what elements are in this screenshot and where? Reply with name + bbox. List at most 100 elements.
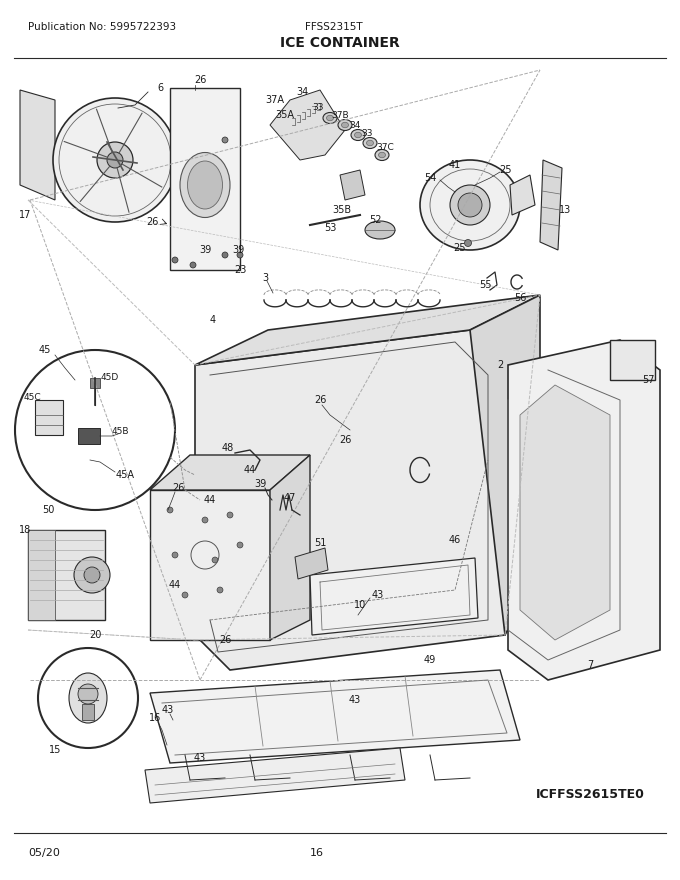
Text: 16: 16: [310, 848, 324, 858]
Text: 26: 26: [339, 435, 351, 445]
Text: 33: 33: [312, 104, 324, 113]
Polygon shape: [150, 490, 270, 640]
Polygon shape: [510, 175, 535, 215]
Polygon shape: [28, 530, 105, 620]
Circle shape: [107, 152, 123, 168]
Text: 6: 6: [157, 83, 163, 93]
Text: 26: 26: [172, 483, 184, 493]
Polygon shape: [28, 530, 55, 620]
Text: 37B: 37B: [331, 111, 349, 120]
Text: 35B: 35B: [333, 205, 352, 215]
Text: 16: 16: [149, 713, 161, 723]
Circle shape: [167, 507, 173, 513]
Polygon shape: [470, 295, 540, 635]
Text: 37A: 37A: [265, 95, 284, 105]
Text: 26: 26: [313, 395, 326, 405]
Text: 26: 26: [146, 217, 158, 227]
Circle shape: [53, 98, 177, 222]
Text: 13: 13: [559, 205, 571, 215]
Text: 55: 55: [479, 280, 491, 290]
Text: ICE CONTAINER: ICE CONTAINER: [280, 36, 400, 50]
Text: 10: 10: [354, 600, 366, 610]
Text: 34: 34: [350, 121, 360, 129]
Text: 46: 46: [449, 535, 461, 545]
Text: ICFFSS2615TE0: ICFFSS2615TE0: [536, 788, 645, 801]
Polygon shape: [20, 90, 55, 200]
Ellipse shape: [379, 152, 386, 158]
Text: FFSS2315T: FFSS2315T: [305, 22, 362, 32]
Text: 47: 47: [284, 493, 296, 503]
Polygon shape: [540, 160, 562, 250]
Text: 54: 54: [424, 173, 436, 183]
Text: 51: 51: [313, 538, 326, 548]
Polygon shape: [220, 480, 295, 520]
Text: 25: 25: [454, 243, 466, 253]
FancyBboxPatch shape: [78, 428, 100, 444]
Text: 44: 44: [169, 580, 181, 590]
Ellipse shape: [323, 113, 337, 123]
Text: 15: 15: [49, 745, 61, 755]
Circle shape: [190, 262, 196, 268]
Text: 20: 20: [89, 630, 101, 640]
Text: 33: 33: [361, 128, 373, 137]
Text: 50: 50: [41, 505, 54, 515]
Text: 39: 39: [232, 245, 244, 255]
Text: 57: 57: [642, 375, 654, 385]
Ellipse shape: [341, 122, 348, 128]
FancyBboxPatch shape: [35, 400, 63, 435]
Polygon shape: [82, 704, 94, 720]
Text: 43: 43: [194, 753, 206, 763]
Circle shape: [84, 567, 100, 583]
Circle shape: [97, 142, 133, 178]
Circle shape: [222, 252, 228, 258]
Polygon shape: [145, 748, 405, 803]
Polygon shape: [150, 455, 310, 490]
Text: 45: 45: [39, 345, 51, 355]
Ellipse shape: [351, 129, 365, 141]
Polygon shape: [610, 340, 655, 380]
Circle shape: [202, 517, 208, 523]
Text: 41: 41: [449, 160, 461, 170]
Circle shape: [464, 239, 471, 246]
Circle shape: [450, 185, 490, 225]
Polygon shape: [270, 455, 310, 640]
Text: 53: 53: [324, 223, 336, 233]
Text: 44: 44: [244, 465, 256, 475]
Circle shape: [172, 552, 178, 558]
Text: 05/20: 05/20: [28, 848, 60, 858]
Text: 52: 52: [369, 215, 381, 225]
Ellipse shape: [375, 150, 389, 160]
Text: 39: 39: [254, 479, 266, 489]
Circle shape: [217, 587, 223, 593]
Ellipse shape: [326, 115, 333, 121]
Polygon shape: [310, 558, 478, 635]
Polygon shape: [170, 88, 240, 270]
Text: 18: 18: [19, 525, 31, 535]
Polygon shape: [150, 670, 520, 763]
Ellipse shape: [367, 140, 373, 146]
Text: 26: 26: [219, 635, 231, 645]
Text: 43: 43: [162, 705, 174, 715]
Ellipse shape: [365, 221, 395, 239]
Circle shape: [172, 257, 178, 263]
Text: 39: 39: [199, 245, 211, 255]
Text: 48: 48: [222, 443, 234, 453]
Text: 43: 43: [349, 695, 361, 705]
Text: 45D: 45D: [101, 373, 119, 383]
Polygon shape: [90, 378, 100, 388]
Ellipse shape: [420, 160, 520, 250]
Circle shape: [237, 252, 243, 258]
Circle shape: [237, 542, 243, 548]
Circle shape: [182, 592, 188, 598]
Ellipse shape: [180, 152, 230, 217]
Text: 44: 44: [204, 495, 216, 505]
Text: 26: 26: [194, 75, 206, 85]
Circle shape: [78, 684, 98, 704]
Text: 17: 17: [19, 210, 31, 220]
Ellipse shape: [354, 132, 362, 138]
Polygon shape: [195, 330, 505, 670]
Text: 35A: 35A: [275, 110, 294, 120]
Circle shape: [15, 350, 175, 510]
Text: Publication No: 5995722393: Publication No: 5995722393: [28, 22, 176, 32]
Polygon shape: [195, 295, 540, 365]
